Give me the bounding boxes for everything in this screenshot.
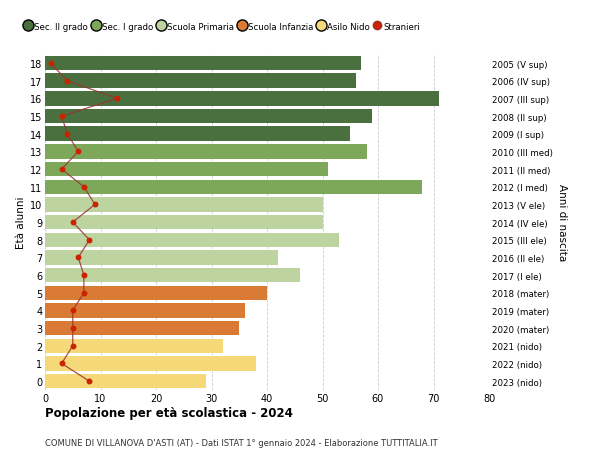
Bar	[45, 145, 367, 159]
Point	[79, 272, 89, 279]
Bar	[45, 198, 323, 212]
Point	[73, 148, 83, 156]
Bar	[45, 162, 328, 177]
Bar	[45, 180, 422, 195]
Bar	[45, 303, 245, 318]
Bar	[45, 339, 223, 353]
Point	[62, 78, 72, 85]
Legend: Sec. II grado, Sec. I grado, Scuola Primaria, Scuola Infanzia, Asilo Nido, Stran: Sec. II grado, Sec. I grado, Scuola Prim…	[22, 19, 424, 35]
Point	[112, 95, 122, 103]
Point	[85, 236, 94, 244]
Bar	[45, 110, 373, 124]
Point	[68, 307, 77, 314]
Point	[57, 113, 67, 120]
Bar	[45, 374, 206, 389]
Point	[57, 360, 67, 367]
Bar	[45, 233, 339, 247]
Point	[57, 166, 67, 174]
Bar	[45, 56, 361, 71]
Point	[46, 60, 55, 67]
Bar	[45, 321, 239, 336]
Y-axis label: Età alunni: Età alunni	[16, 196, 26, 249]
Point	[68, 219, 77, 226]
Point	[79, 290, 89, 297]
Y-axis label: Anni di nascita: Anni di nascita	[557, 184, 566, 261]
Bar	[45, 127, 350, 142]
Bar	[45, 92, 439, 106]
Bar	[45, 357, 256, 371]
Bar	[45, 74, 356, 89]
Bar	[45, 286, 267, 300]
Point	[68, 325, 77, 332]
Bar	[45, 251, 278, 265]
Bar	[45, 215, 323, 230]
Point	[62, 131, 72, 138]
Point	[85, 378, 94, 385]
Point	[79, 184, 89, 191]
Point	[90, 202, 100, 209]
Point	[73, 254, 83, 262]
Bar	[45, 269, 300, 283]
Text: COMUNE DI VILLANOVA D'ASTI (AT) - Dati ISTAT 1° gennaio 2024 - Elaborazione TUTT: COMUNE DI VILLANOVA D'ASTI (AT) - Dati I…	[45, 438, 437, 448]
Point	[68, 342, 77, 350]
Text: Popolazione per età scolastica - 2024: Popolazione per età scolastica - 2024	[45, 406, 293, 419]
